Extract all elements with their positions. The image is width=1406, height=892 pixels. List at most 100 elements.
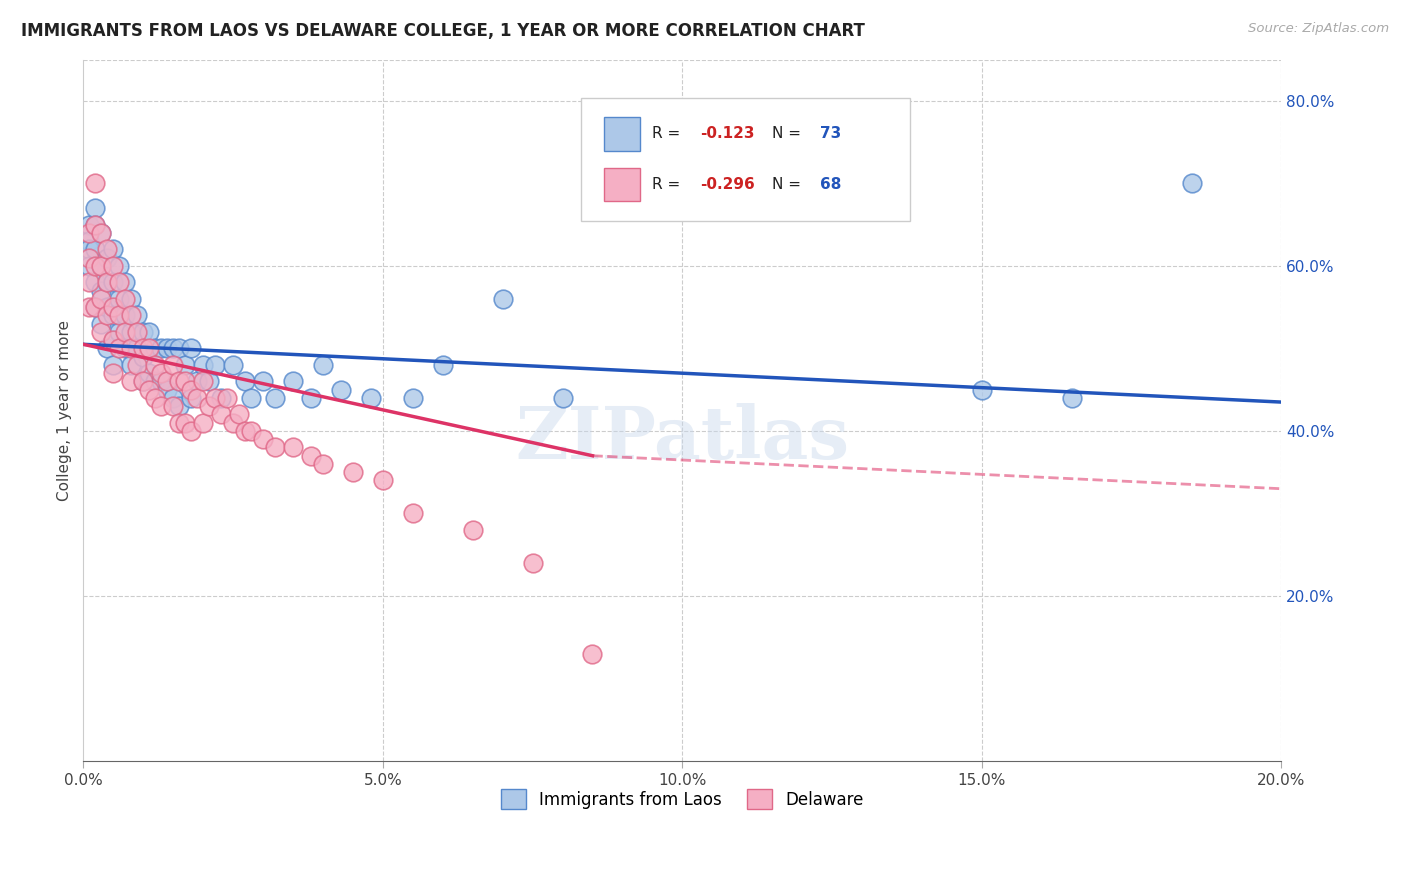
Point bbox=[209, 408, 232, 422]
Point bbox=[96, 300, 118, 314]
Point bbox=[103, 309, 125, 323]
Point bbox=[138, 342, 160, 356]
Point bbox=[360, 391, 382, 405]
Point bbox=[1180, 177, 1202, 191]
Point bbox=[96, 276, 118, 290]
Point bbox=[108, 292, 131, 306]
Text: 73: 73 bbox=[820, 126, 841, 141]
Point bbox=[132, 375, 155, 389]
Text: 68: 68 bbox=[820, 177, 842, 192]
Point bbox=[138, 366, 160, 380]
Point bbox=[167, 399, 190, 413]
Point bbox=[108, 276, 131, 290]
Point bbox=[143, 375, 166, 389]
Point bbox=[180, 424, 202, 438]
Point bbox=[167, 375, 190, 389]
Point bbox=[96, 342, 118, 356]
Point bbox=[371, 474, 394, 488]
Point bbox=[84, 177, 107, 191]
Point bbox=[79, 234, 101, 248]
Point bbox=[174, 416, 197, 430]
Point bbox=[79, 226, 101, 240]
Point bbox=[90, 226, 112, 240]
Text: Source: ZipAtlas.com: Source: ZipAtlas.com bbox=[1249, 22, 1389, 36]
Point bbox=[120, 325, 142, 339]
Point bbox=[90, 325, 112, 339]
Point bbox=[222, 358, 245, 372]
Point bbox=[167, 416, 190, 430]
Point bbox=[150, 399, 173, 413]
Point bbox=[114, 309, 136, 323]
Point bbox=[162, 391, 184, 405]
Point bbox=[114, 292, 136, 306]
Point bbox=[198, 375, 221, 389]
Point bbox=[79, 218, 101, 232]
Point bbox=[191, 416, 214, 430]
Point bbox=[252, 375, 274, 389]
Point bbox=[90, 259, 112, 273]
Point bbox=[198, 399, 221, 413]
Text: R =: R = bbox=[652, 177, 686, 192]
Point bbox=[299, 391, 322, 405]
Point bbox=[150, 375, 173, 389]
Point bbox=[79, 276, 101, 290]
Point bbox=[252, 432, 274, 446]
Point bbox=[84, 243, 107, 257]
Point bbox=[209, 391, 232, 405]
Point bbox=[162, 358, 184, 372]
Point bbox=[108, 259, 131, 273]
Point bbox=[342, 465, 364, 479]
Point bbox=[240, 424, 263, 438]
Point bbox=[84, 300, 107, 314]
Point bbox=[90, 259, 112, 273]
Point bbox=[551, 391, 574, 405]
Point bbox=[233, 375, 256, 389]
Text: IMMIGRANTS FROM LAOS VS DELAWARE COLLEGE, 1 YEAR OR MORE CORRELATION CHART: IMMIGRANTS FROM LAOS VS DELAWARE COLLEGE… bbox=[21, 22, 865, 40]
Point bbox=[174, 358, 197, 372]
Point bbox=[215, 391, 238, 405]
Point bbox=[103, 300, 125, 314]
Point bbox=[522, 556, 544, 570]
Point bbox=[127, 358, 149, 372]
Point bbox=[120, 292, 142, 306]
Point bbox=[90, 317, 112, 331]
Point bbox=[84, 218, 107, 232]
Point bbox=[180, 391, 202, 405]
Point bbox=[108, 342, 131, 356]
Point bbox=[312, 358, 335, 372]
Point bbox=[96, 243, 118, 257]
Point bbox=[281, 375, 304, 389]
Point bbox=[79, 300, 101, 314]
Point bbox=[228, 408, 250, 422]
Point bbox=[174, 375, 197, 389]
Point bbox=[491, 292, 513, 306]
Point bbox=[180, 342, 202, 356]
Bar bbox=[605, 168, 640, 202]
Point bbox=[114, 342, 136, 356]
Point bbox=[103, 333, 125, 347]
Point bbox=[204, 391, 226, 405]
Point bbox=[299, 449, 322, 463]
Point bbox=[312, 457, 335, 471]
Point bbox=[162, 399, 184, 413]
Point bbox=[127, 342, 149, 356]
Point bbox=[240, 391, 263, 405]
Legend: Immigrants from Laos, Delaware: Immigrants from Laos, Delaware bbox=[495, 782, 870, 816]
Point bbox=[233, 424, 256, 438]
Point bbox=[143, 391, 166, 405]
Point bbox=[90, 284, 112, 298]
Point bbox=[132, 350, 155, 364]
Point bbox=[222, 416, 245, 430]
Point bbox=[103, 276, 125, 290]
Point bbox=[156, 342, 179, 356]
Point bbox=[432, 358, 454, 372]
Point bbox=[132, 325, 155, 339]
Point bbox=[84, 201, 107, 215]
Point bbox=[127, 325, 149, 339]
Text: -0.296: -0.296 bbox=[700, 177, 755, 192]
Point bbox=[90, 226, 112, 240]
Point bbox=[167, 342, 190, 356]
Point bbox=[103, 358, 125, 372]
FancyBboxPatch shape bbox=[581, 98, 910, 221]
Point bbox=[132, 342, 155, 356]
